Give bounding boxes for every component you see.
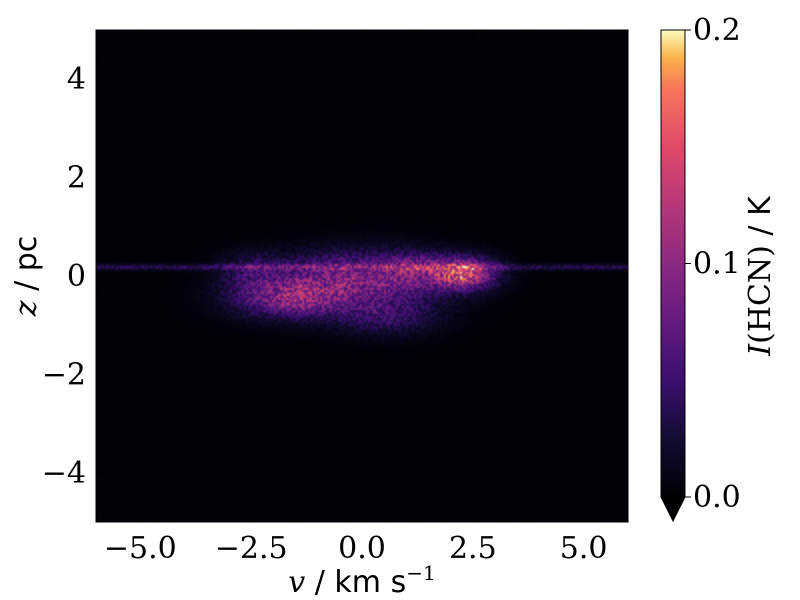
x-tick-label: 2.5 xyxy=(449,531,497,566)
colorbar-frame xyxy=(660,29,686,523)
x-axis: −5.0 −2.5 0.0 2.5 5.0 xyxy=(104,30,608,566)
colorbar-tick-label: 0.0 xyxy=(693,480,741,515)
x-axis-label: v / km s−1 xyxy=(288,561,435,600)
colorbar-ticks: 0.0 0.1 0.2 xyxy=(685,13,741,515)
colorbar-label: I(HCN) / K xyxy=(743,195,778,357)
colorbar: 0.0 0.1 0.2 xyxy=(660,13,741,523)
colorbar-gradient xyxy=(661,30,685,497)
plot-area xyxy=(95,29,629,523)
y-tick-label: 4 xyxy=(67,62,86,97)
x-tick-label: 5.0 xyxy=(560,531,608,566)
x-tick-label: 0.0 xyxy=(338,531,386,566)
y-tick-label: −2 xyxy=(42,357,86,392)
heatmap-image xyxy=(96,30,628,522)
y-axis-label: z / pc xyxy=(9,236,44,318)
colorbar-tick-label: 0.2 xyxy=(693,13,741,48)
x-tick-label: −5.0 xyxy=(104,531,177,566)
y-tick-label: 0 xyxy=(67,259,86,294)
y-axis: −4 −2 0 2 4 xyxy=(42,62,628,491)
y-tick-label: −4 xyxy=(42,456,86,491)
x-tick-label: −2.5 xyxy=(215,531,288,566)
colorbar-tick-label: 0.1 xyxy=(693,247,741,282)
y-tick-label: 2 xyxy=(67,161,86,196)
colorbar-extend-min xyxy=(661,497,685,521)
